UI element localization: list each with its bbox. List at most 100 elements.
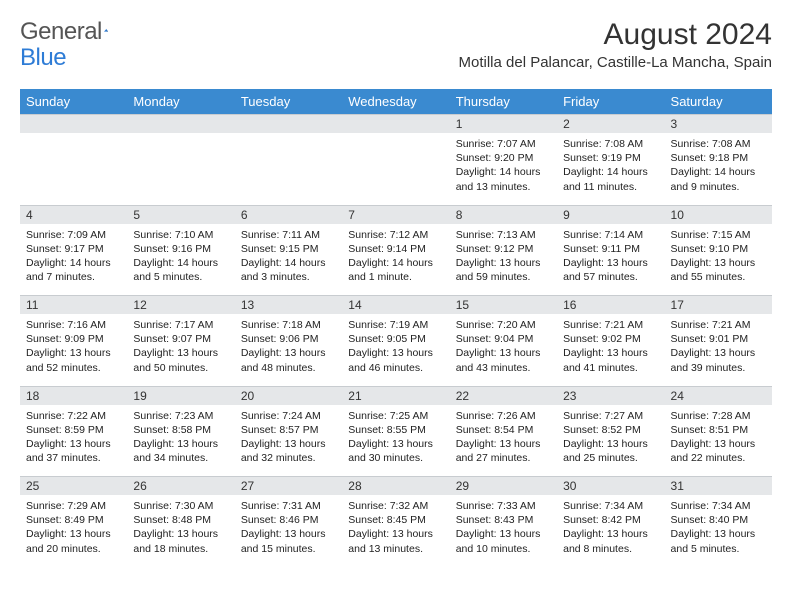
sunset-line: Sunset: 9:09 PM [26,332,121,346]
sunrise-line: Sunrise: 7:21 AM [563,318,658,332]
day-content-cell: Sunrise: 7:27 AMSunset: 8:52 PMDaylight:… [557,405,664,477]
sunrise-line: Sunrise: 7:30 AM [133,499,228,513]
day-number-cell: 18 [20,386,127,405]
day-content-cell: Sunrise: 7:17 AMSunset: 9:07 PMDaylight:… [127,314,234,386]
day-number-cell: 5 [127,205,234,224]
sunrise-line: Sunrise: 7:26 AM [456,409,551,423]
daylight-line: Daylight: 13 hours and 25 minutes. [563,437,658,465]
day-content-cell: Sunrise: 7:11 AMSunset: 9:15 PMDaylight:… [235,224,342,296]
day-number-cell: 29 [450,477,557,496]
sunrise-line: Sunrise: 7:08 AM [563,137,658,151]
day-content-cell: Sunrise: 7:22 AMSunset: 8:59 PMDaylight:… [20,405,127,477]
day-number-cell: 17 [665,296,772,315]
sunset-line: Sunset: 8:46 PM [241,513,336,527]
day-number-cell [20,115,127,134]
daylight-line: Daylight: 13 hours and 20 minutes. [26,527,121,555]
day-number-cell: 24 [665,386,772,405]
day-content-cell: Sunrise: 7:32 AMSunset: 8:45 PMDaylight:… [342,495,449,567]
day-number-cell: 26 [127,477,234,496]
day-number-cell: 16 [557,296,664,315]
daylight-line: Daylight: 13 hours and 13 minutes. [348,527,443,555]
sunrise-line: Sunrise: 7:29 AM [26,499,121,513]
day-number-cell: 13 [235,296,342,315]
day-number-cell [235,115,342,134]
sunset-line: Sunset: 9:02 PM [563,332,658,346]
sunrise-line: Sunrise: 7:07 AM [456,137,551,151]
sunrise-line: Sunrise: 7:33 AM [456,499,551,513]
sunrise-line: Sunrise: 7:17 AM [133,318,228,332]
weekday-header: Saturday [665,89,772,115]
sunrise-line: Sunrise: 7:34 AM [671,499,766,513]
day-number-cell: 11 [20,296,127,315]
daylight-line: Daylight: 13 hours and 32 minutes. [241,437,336,465]
sunset-line: Sunset: 9:12 PM [456,242,551,256]
sunset-line: Sunset: 8:40 PM [671,513,766,527]
day-content-cell: Sunrise: 7:12 AMSunset: 9:14 PMDaylight:… [342,224,449,296]
daylight-line: Daylight: 13 hours and 57 minutes. [563,256,658,284]
sunrise-line: Sunrise: 7:19 AM [348,318,443,332]
day-number-cell: 31 [665,477,772,496]
day-number-cell [342,115,449,134]
daylight-line: Daylight: 14 hours and 11 minutes. [563,165,658,193]
sunrise-line: Sunrise: 7:24 AM [241,409,336,423]
sunrise-line: Sunrise: 7:15 AM [671,228,766,242]
sunrise-line: Sunrise: 7:34 AM [563,499,658,513]
daylight-line: Daylight: 13 hours and 30 minutes. [348,437,443,465]
daylight-line: Daylight: 14 hours and 3 minutes. [241,256,336,284]
sunrise-line: Sunrise: 7:12 AM [348,228,443,242]
title-block: August 2024 Motilla del Palancar, Castil… [459,18,773,71]
sunset-line: Sunset: 8:58 PM [133,423,228,437]
day-content-row: Sunrise: 7:09 AMSunset: 9:17 PMDaylight:… [20,224,772,296]
day-number-cell: 23 [557,386,664,405]
day-content-cell: Sunrise: 7:33 AMSunset: 8:43 PMDaylight:… [450,495,557,567]
day-number-cell: 22 [450,386,557,405]
daylight-line: Daylight: 13 hours and 43 minutes. [456,346,551,374]
sunset-line: Sunset: 9:14 PM [348,242,443,256]
day-content-cell: Sunrise: 7:31 AMSunset: 8:46 PMDaylight:… [235,495,342,567]
day-number-cell: 20 [235,386,342,405]
daylight-line: Daylight: 13 hours and 27 minutes. [456,437,551,465]
day-content-cell: Sunrise: 7:16 AMSunset: 9:09 PMDaylight:… [20,314,127,386]
day-content-cell: Sunrise: 7:34 AMSunset: 8:40 PMDaylight:… [665,495,772,567]
day-number-cell: 30 [557,477,664,496]
sunset-line: Sunset: 9:18 PM [671,151,766,165]
sunset-line: Sunset: 8:57 PM [241,423,336,437]
sunrise-line: Sunrise: 7:22 AM [26,409,121,423]
day-number-cell: 6 [235,205,342,224]
sunrise-line: Sunrise: 7:18 AM [241,318,336,332]
sunset-line: Sunset: 9:04 PM [456,332,551,346]
day-content-row: Sunrise: 7:22 AMSunset: 8:59 PMDaylight:… [20,405,772,477]
calendar-table: SundayMondayTuesdayWednesdayThursdayFrid… [20,89,772,567]
daylight-line: Daylight: 13 hours and 52 minutes. [26,346,121,374]
day-content-cell: Sunrise: 7:10 AMSunset: 9:16 PMDaylight:… [127,224,234,296]
day-number-cell: 10 [665,205,772,224]
sunset-line: Sunset: 8:48 PM [133,513,228,527]
location-subtitle: Motilla del Palancar, Castille-La Mancha… [459,54,773,71]
sunset-line: Sunset: 9:20 PM [456,151,551,165]
day-content-row: Sunrise: 7:07 AMSunset: 9:20 PM Daylight:… [20,133,772,205]
brand-part2: Blue [20,44,66,71]
day-number-cell: 28 [342,477,449,496]
day-content-cell: Sunrise: 7:18 AMSunset: 9:06 PMDaylight:… [235,314,342,386]
sunset-line: Sunset: 8:45 PM [348,513,443,527]
day-number-cell: 8 [450,205,557,224]
day-content-cell: Sunrise: 7:21 AMSunset: 9:01 PMDaylight:… [665,314,772,386]
day-number-cell: 21 [342,386,449,405]
daylight-line: Daylight: 14 hours and 7 minutes. [26,256,121,284]
day-number-cell [127,115,234,134]
day-content-cell: Sunrise: 7:07 AMSunset: 9:20 PMDaylight:… [450,133,557,205]
day-content-cell: Sunrise: 7:15 AMSunset: 9:10 PMDaylight:… [665,224,772,296]
daylight-line: Daylight: 13 hours and 37 minutes. [26,437,121,465]
day-number-cell: 4 [20,205,127,224]
daylight-line: Daylight: 13 hours and 5 minutes. [671,527,766,555]
sunset-line: Sunset: 8:42 PM [563,513,658,527]
weekday-header: Monday [127,89,234,115]
daylight-line: Daylight: 13 hours and 46 minutes. [348,346,443,374]
page-header: General August 2024 Motilla del Palancar… [20,18,772,71]
daylight-line: Daylight: 13 hours and 39 minutes. [671,346,766,374]
day-content-cell [20,133,127,205]
day-number-row: 11121314151617 [20,296,772,315]
daylight-line: Daylight: 14 hours and 9 minutes. [671,165,766,193]
sunset-line: Sunset: 9:07 PM [133,332,228,346]
brand-logo: General [20,18,128,46]
